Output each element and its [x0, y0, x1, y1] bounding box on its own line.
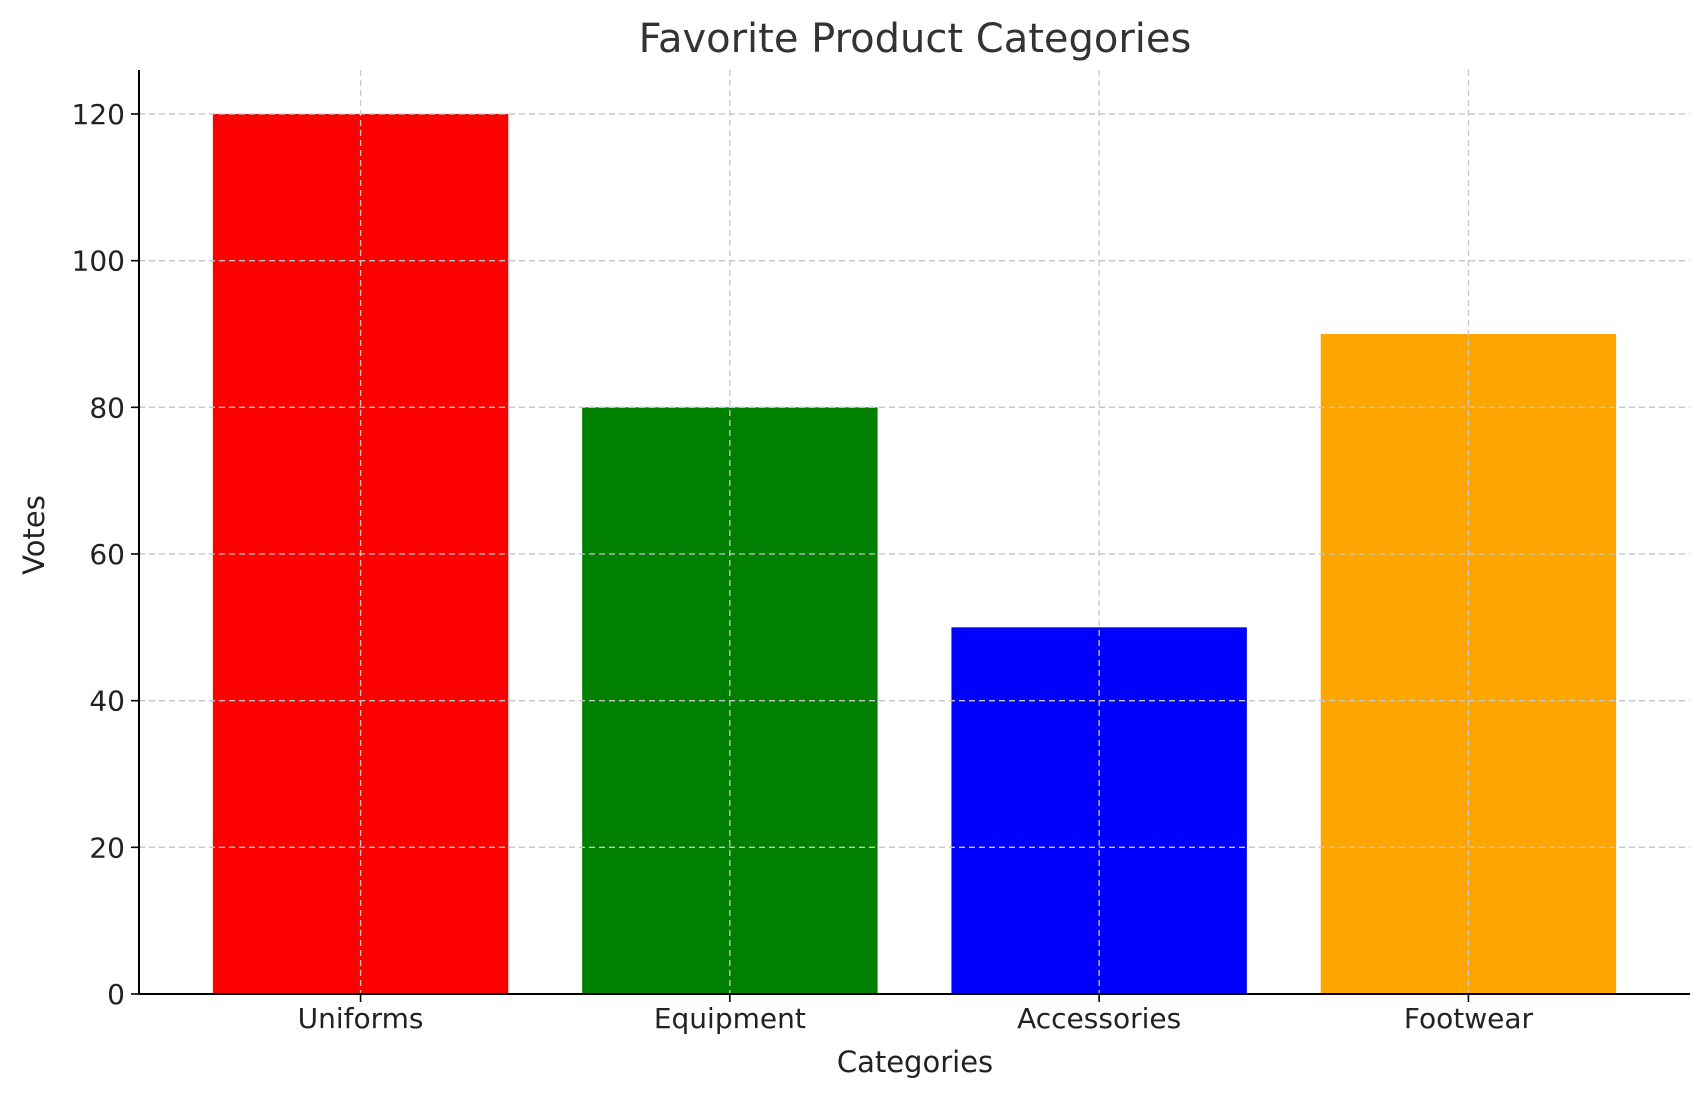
y-tick-label: 0	[107, 978, 125, 1011]
y-tick-label: 20	[89, 831, 125, 864]
x-tick-label: Footwear	[1404, 1002, 1534, 1035]
y-tick-label: 80	[89, 391, 125, 424]
grid-overlay	[139, 70, 1690, 994]
x-tick-label: Accessories	[1017, 1002, 1181, 1035]
y-tick-label: 120	[72, 98, 125, 131]
chart-title: Favorite Product Categories	[639, 16, 1192, 62]
y-tick-label: 100	[72, 245, 125, 278]
tick-labels: 0 20 40 60 80 100 120 Uniforms Equipment Accessor…	[72, 98, 1534, 1035]
x-tick-label: Uniforms	[298, 1002, 424, 1035]
x-axis-label: Categories	[837, 1045, 993, 1079]
y-tick-label: 60	[89, 538, 125, 571]
x-tick-label: Equipment	[654, 1002, 806, 1035]
y-tick-label: 40	[89, 685, 125, 718]
y-axis-label: Votes	[17, 495, 51, 575]
axes	[138, 70, 1690, 995]
